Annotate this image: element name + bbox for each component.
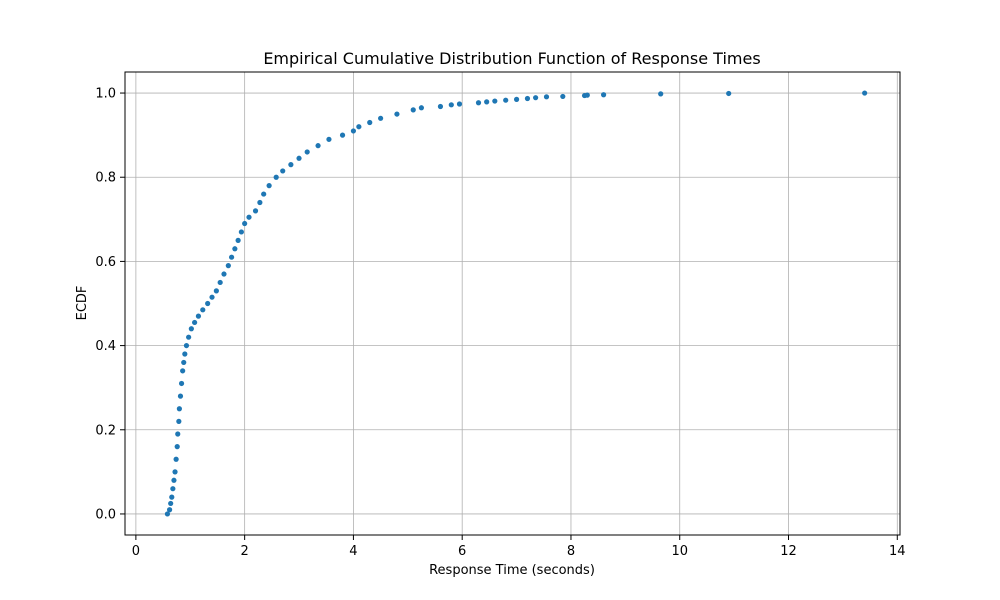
data-point bbox=[200, 307, 206, 313]
data-point bbox=[658, 91, 664, 97]
x-axis-label: Response Time (seconds) bbox=[429, 563, 595, 578]
data-point bbox=[213, 288, 219, 294]
data-point bbox=[378, 115, 384, 121]
data-point bbox=[209, 294, 215, 300]
data-point bbox=[350, 128, 357, 134]
data-point bbox=[173, 456, 179, 462]
data-point bbox=[367, 119, 373, 126]
data-point bbox=[169, 494, 175, 500]
data-point bbox=[246, 214, 252, 220]
plot-frame bbox=[124, 71, 901, 536]
data-point bbox=[205, 300, 211, 307]
data-point bbox=[166, 507, 173, 513]
data-point bbox=[315, 143, 321, 149]
data-point bbox=[296, 155, 302, 161]
y-tick-label: 0.2 bbox=[95, 423, 116, 438]
data-point bbox=[174, 444, 180, 450]
data-point bbox=[584, 92, 590, 98]
data-point bbox=[176, 406, 182, 412]
data-point bbox=[448, 102, 454, 108]
x-tick-label: 2 bbox=[241, 544, 249, 559]
data-point bbox=[195, 313, 202, 319]
x-axis-ticks: 0 2 4 6 8 10 12 14 bbox=[132, 535, 906, 559]
data-point bbox=[326, 136, 332, 142]
data-point bbox=[543, 94, 550, 100]
data-point bbox=[186, 334, 192, 340]
data-point bbox=[172, 469, 178, 475]
data-point bbox=[418, 105, 425, 111]
x-tick-label: 14 bbox=[889, 544, 906, 559]
data-point bbox=[170, 486, 176, 492]
data-point bbox=[503, 97, 509, 103]
y-axis-label: ECDF bbox=[75, 286, 90, 321]
data-point bbox=[175, 431, 181, 437]
y-tick-label: 0.6 bbox=[95, 255, 116, 270]
data-point bbox=[726, 90, 732, 97]
data-point bbox=[232, 246, 238, 252]
chart-title: Empirical Cumulative Distribution Functi… bbox=[263, 49, 760, 68]
data-points bbox=[164, 90, 868, 517]
y-axis-ticks: 0.0 0.2 0.4 0.6 0.8 1.0 bbox=[95, 87, 125, 522]
x-tick-label: 6 bbox=[458, 544, 466, 559]
data-point bbox=[238, 229, 244, 235]
data-point bbox=[257, 199, 263, 206]
data-point bbox=[177, 393, 184, 399]
data-point bbox=[180, 368, 186, 374]
x-tick-label: 10 bbox=[671, 544, 688, 559]
data-point bbox=[484, 99, 490, 105]
data-point bbox=[168, 500, 174, 507]
data-point bbox=[192, 319, 198, 326]
data-point bbox=[181, 359, 187, 366]
data-point bbox=[228, 254, 235, 260]
data-point bbox=[235, 237, 241, 243]
data-point bbox=[171, 477, 177, 483]
y-tick-label: 0.8 bbox=[95, 171, 116, 186]
data-point bbox=[242, 220, 248, 227]
x-tick-label: 8 bbox=[567, 544, 575, 559]
data-point bbox=[437, 103, 444, 110]
data-point bbox=[456, 101, 463, 107]
data-point bbox=[261, 191, 267, 197]
data-point bbox=[182, 351, 188, 357]
data-point bbox=[178, 380, 185, 387]
data-point bbox=[221, 271, 227, 277]
data-point bbox=[217, 279, 223, 286]
data-point bbox=[356, 124, 362, 130]
x-tick-label: 4 bbox=[349, 544, 357, 559]
data-point bbox=[475, 100, 482, 106]
data-point bbox=[524, 95, 531, 102]
data-point bbox=[176, 418, 182, 424]
data-point bbox=[560, 93, 566, 100]
data-point bbox=[492, 98, 498, 104]
data-point bbox=[533, 95, 539, 101]
data-point bbox=[304, 149, 310, 155]
data-point bbox=[183, 342, 190, 349]
grid bbox=[125, 72, 900, 535]
data-point bbox=[273, 174, 279, 180]
data-point bbox=[862, 90, 868, 96]
data-point bbox=[288, 162, 294, 168]
data-point bbox=[266, 183, 272, 189]
data-point bbox=[410, 107, 416, 113]
data-point bbox=[513, 96, 520, 102]
data-point bbox=[188, 326, 194, 332]
x-tick-label: 12 bbox=[780, 544, 797, 559]
data-point bbox=[225, 263, 231, 269]
y-tick-label: 1.0 bbox=[95, 87, 116, 102]
data-point bbox=[164, 511, 171, 517]
data-point bbox=[600, 92, 607, 98]
x-tick-label: 0 bbox=[132, 544, 140, 559]
data-point bbox=[339, 132, 346, 138]
y-tick-label: 0.0 bbox=[95, 507, 116, 522]
data-point bbox=[280, 168, 286, 174]
data-point bbox=[394, 111, 400, 117]
data-point bbox=[252, 208, 259, 214]
y-tick-label: 0.4 bbox=[95, 339, 116, 354]
